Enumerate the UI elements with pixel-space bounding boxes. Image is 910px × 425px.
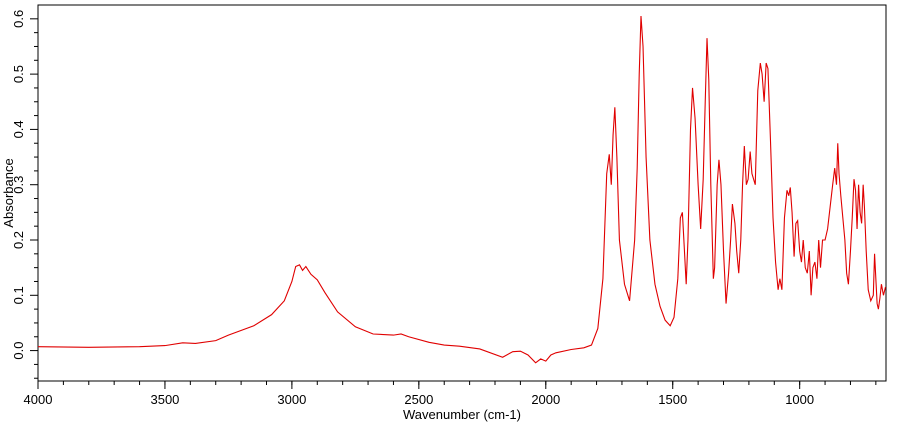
- x-axis-label: Wavenumber (cm-1): [403, 407, 521, 422]
- y-tick-label: 0.2: [11, 231, 26, 249]
- plot-frame: [37, 4, 887, 382]
- x-tick-label: 1000: [785, 392, 814, 407]
- x-tick-label: 4000: [24, 392, 53, 407]
- x-axis: 4000 3500 3000 2500 2000 1500 1000: [24, 381, 877, 407]
- y-tick-label: 0.4: [11, 120, 26, 138]
- y-tick-label: 0.6: [11, 10, 26, 28]
- y-tick-label: 0.0: [11, 342, 26, 360]
- x-tick-label: 3000: [277, 392, 306, 407]
- y-axis: 0.0 0.1 0.2 0.3 0.4 0.5 0.6: [11, 10, 38, 379]
- y-axis-label: Absorbance: [1, 158, 16, 227]
- x-tick-label: 1500: [658, 392, 687, 407]
- y-tick-label: 0.5: [11, 65, 26, 83]
- y-tick-label: 0.3: [11, 176, 26, 194]
- series-line: [37, 16, 887, 364]
- x-tick-label: 2000: [531, 392, 560, 407]
- y-tick-label: 0.1: [11, 286, 26, 304]
- x-tick-label: 2500: [404, 392, 433, 407]
- plot-area: [37, 16, 887, 364]
- x-tick-label: 3500: [150, 392, 179, 407]
